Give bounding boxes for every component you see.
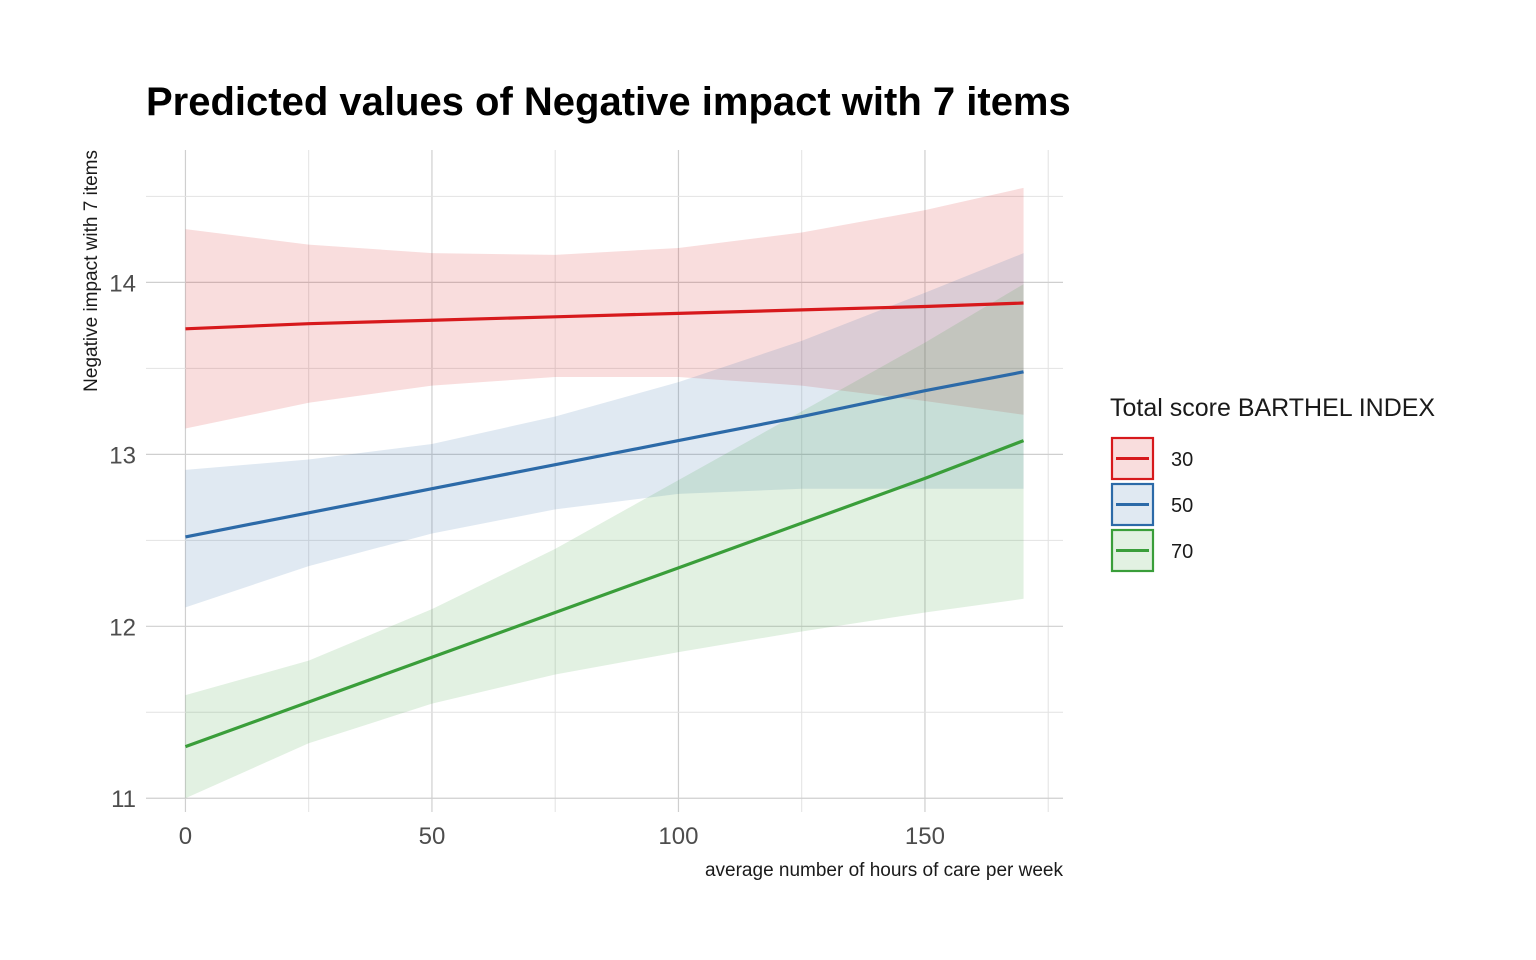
y-axis-ticks: 11 12 13 14 [109, 270, 136, 813]
y-tick-label: 12 [109, 614, 136, 641]
series-line-50 [185, 370, 1024, 539]
legend-item-30: 30 [1110, 436, 1193, 481]
legend-label: 30 [1171, 449, 1193, 471]
y-tick-label: 11 [111, 786, 136, 813]
x-tick-label: 50 [419, 823, 446, 850]
legend-label: 50 [1171, 495, 1193, 517]
legend-item-70: 70 [1110, 528, 1193, 573]
x-axis-title: average number of hours of care per week [705, 860, 1064, 881]
x-tick-label: 100 [658, 823, 698, 850]
y-tick-label: 13 [109, 442, 136, 469]
legend-item-50: 50 [1110, 482, 1193, 527]
confidence-band-30 [185, 187, 1024, 429]
series-lines [184, 301, 1025, 749]
chart-title: Predicted values of Negative impact with… [146, 80, 1071, 124]
y-axis-title: Negative impact with 7 items [81, 150, 102, 392]
series-line-30 [185, 301, 1024, 331]
legend-title: Total score BARTHEL INDEX [1110, 394, 1435, 422]
x-tick-label: 0 [179, 823, 192, 850]
x-tick-label: 150 [905, 823, 945, 850]
legend-label: 70 [1171, 541, 1193, 563]
legend: Total score BARTHEL INDEX 30 50 70 [1110, 394, 1435, 573]
confidence-band-50 [185, 253, 1024, 608]
y-tick-label: 14 [109, 270, 136, 297]
confidence-bands [185, 187, 1024, 799]
series-line-70 [184, 439, 1025, 749]
x-axis-ticks: 0 50 100 150 [179, 823, 945, 850]
